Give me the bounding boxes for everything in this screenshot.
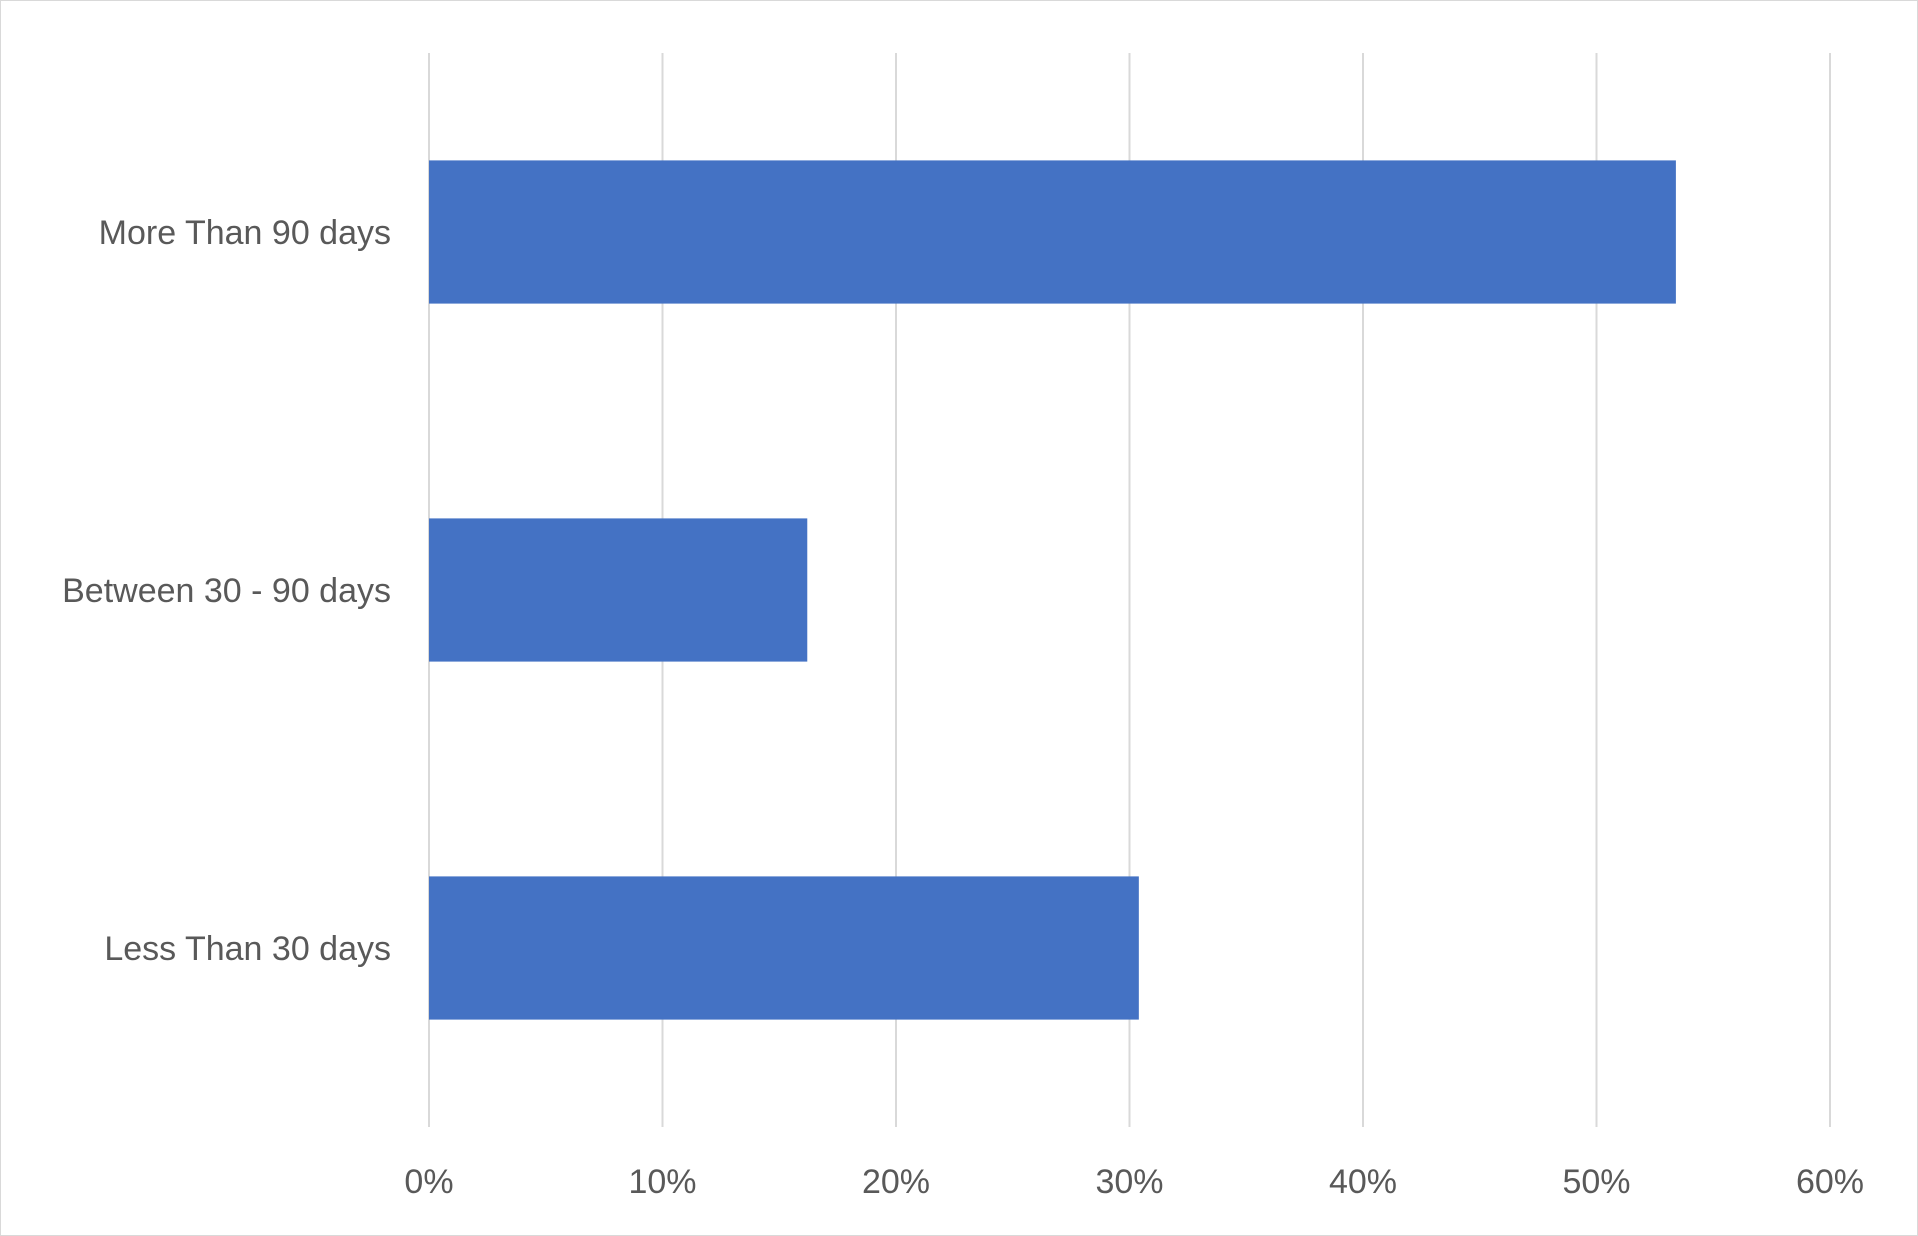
x-tick-label: 50%	[1562, 1163, 1630, 1201]
x-axis-tick-labels: 0% 10% 20% 30% 40% 50% 60%	[404, 1163, 1864, 1201]
bar	[429, 160, 1676, 304]
x-tick-label: 60%	[1796, 1163, 1864, 1201]
bar	[429, 518, 808, 662]
x-tick-label: 10%	[628, 1163, 696, 1201]
category-label: Less Than 30 days	[104, 930, 391, 968]
x-tick-label: 20%	[862, 1163, 930, 1201]
category-label: Between 30 - 90 days	[62, 572, 391, 610]
bar	[429, 876, 1139, 1020]
bars	[429, 160, 1676, 1020]
x-tick-label: 30%	[1095, 1163, 1163, 1201]
category-label: More Than 90 days	[99, 214, 391, 252]
x-tick-label: 0%	[404, 1163, 453, 1201]
category-labels: More Than 90 days Between 30 - 90 days Les…	[62, 214, 391, 968]
x-tick-label: 40%	[1329, 1163, 1397, 1201]
